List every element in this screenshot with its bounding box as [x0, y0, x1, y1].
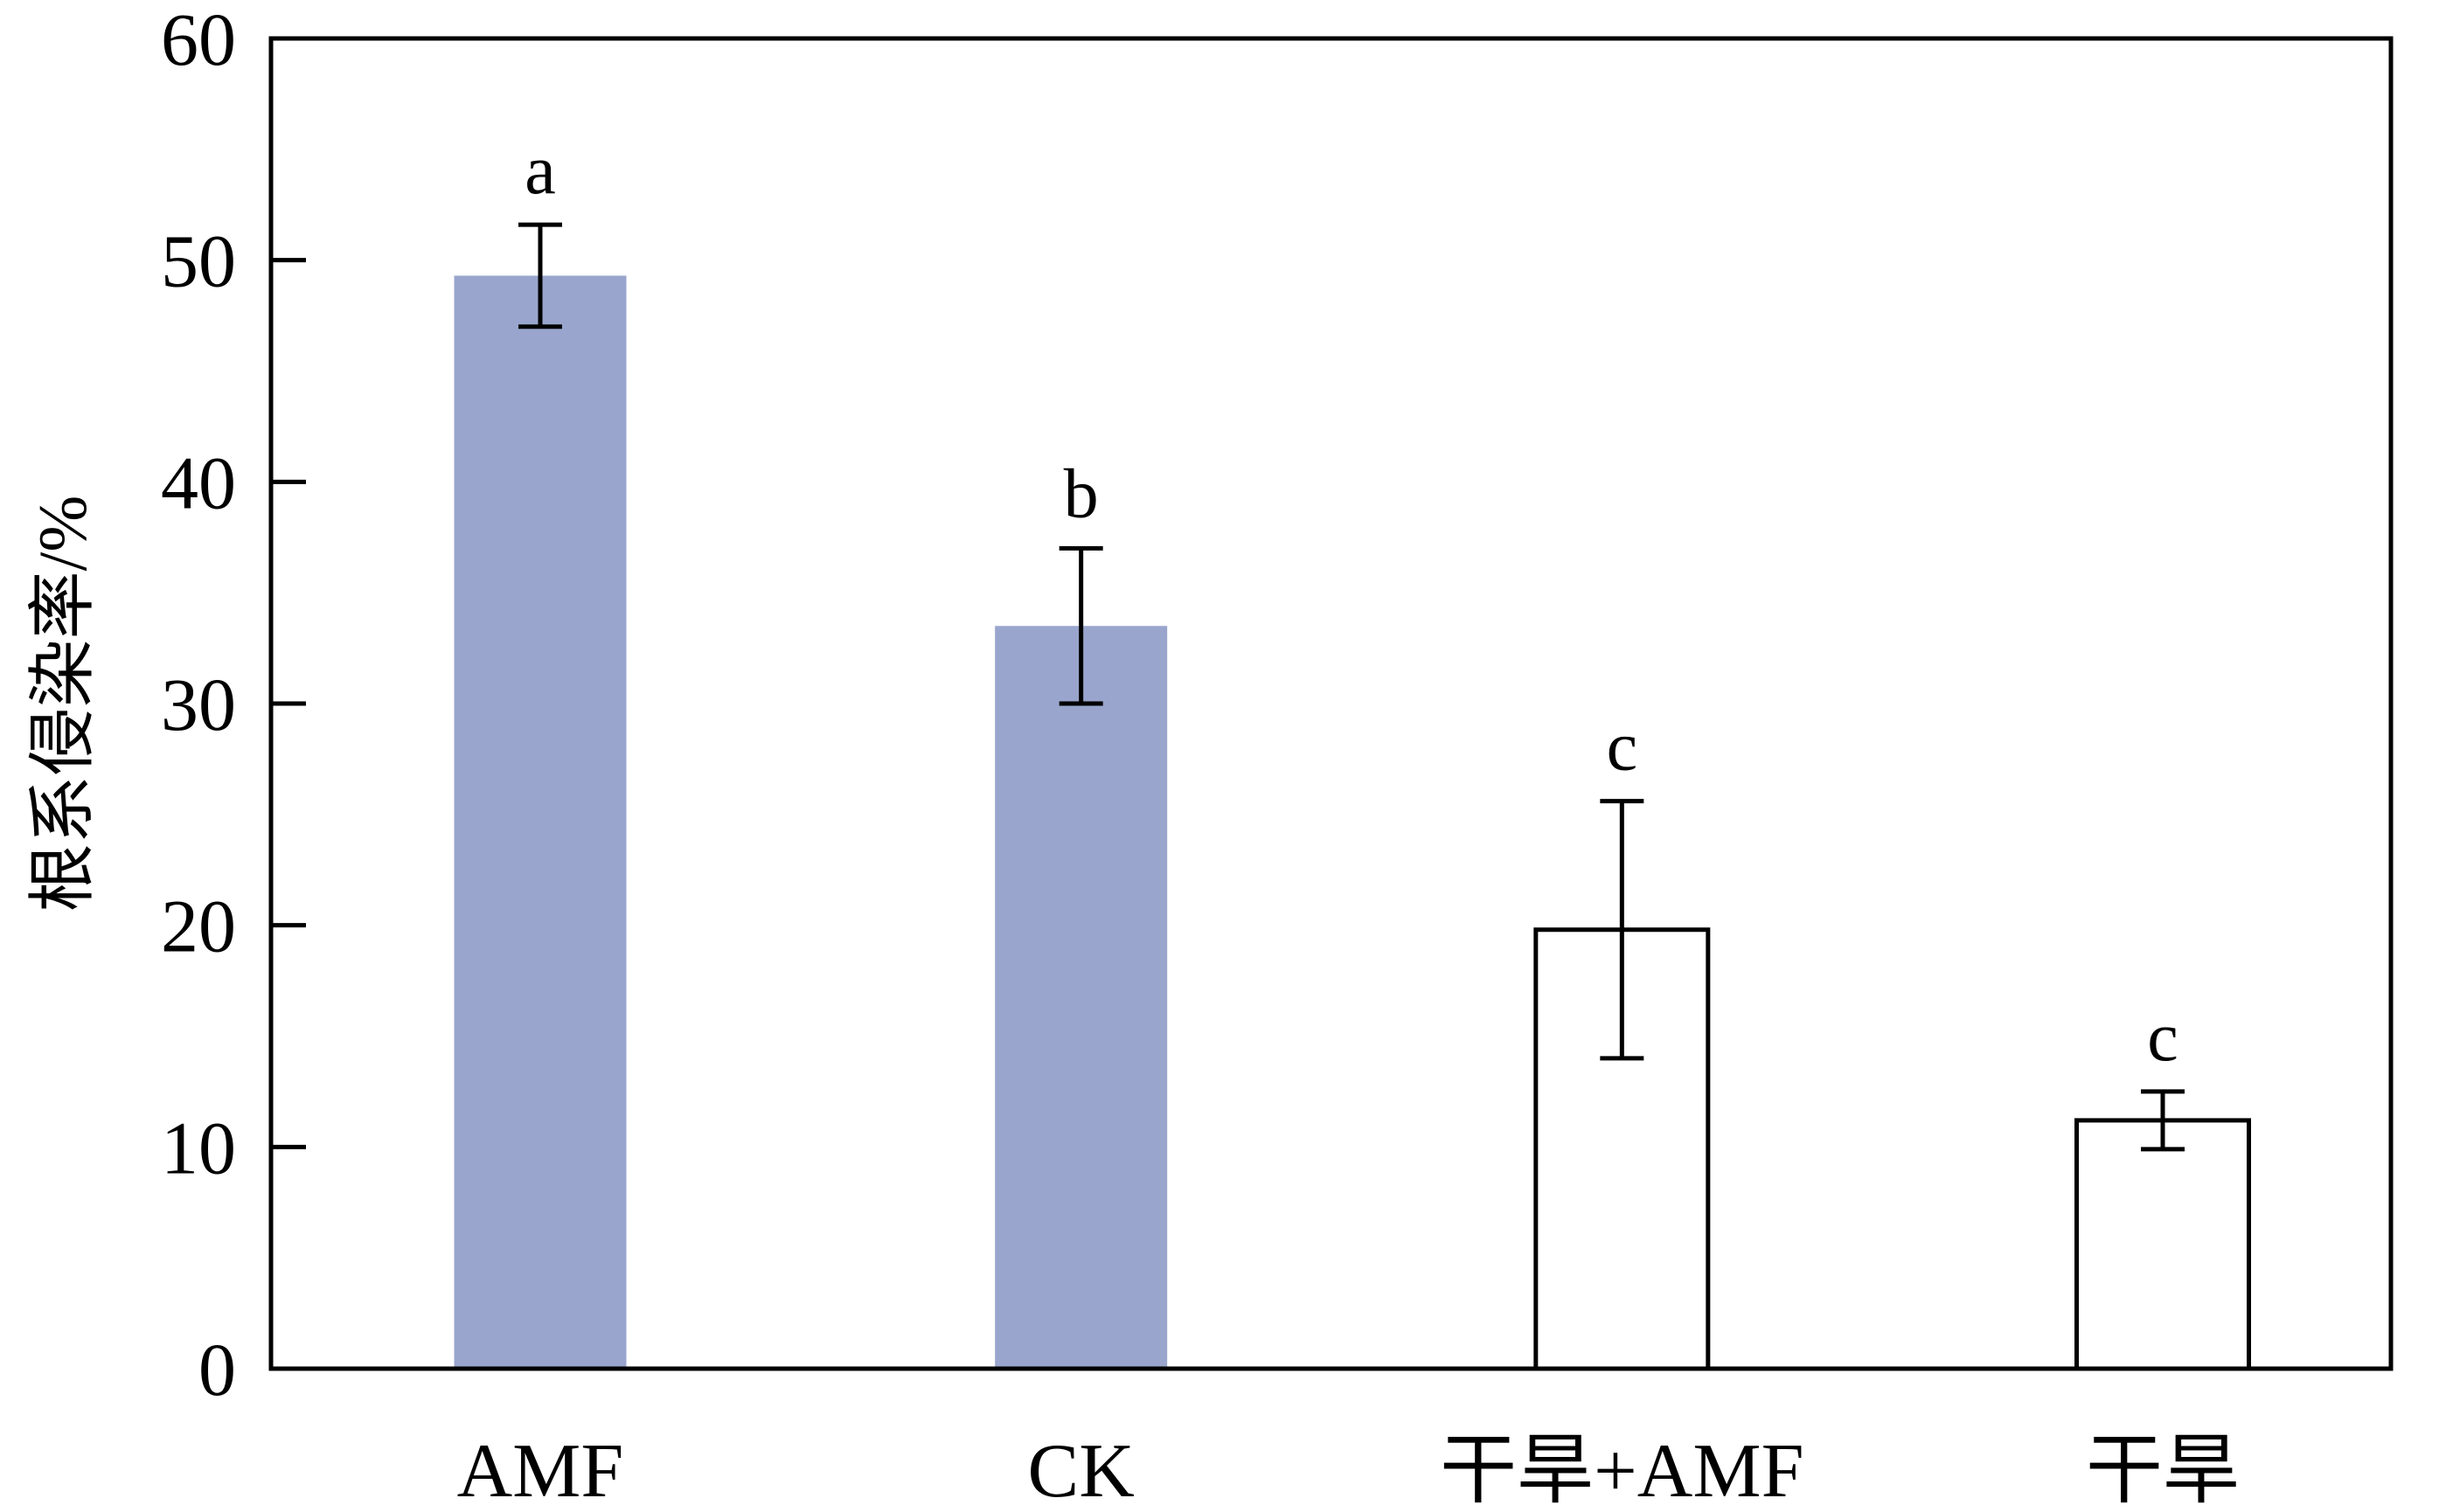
- bar: [995, 626, 1168, 1369]
- bars-layer: [454, 275, 2251, 1371]
- significance-letter: c: [1607, 709, 1638, 786]
- significance-letter: a: [525, 132, 556, 209]
- significance-letter: c: [2147, 999, 2178, 1076]
- x-tick-label: 干旱+AMF: [1440, 1429, 1803, 1512]
- bar: [2074, 1118, 2251, 1371]
- error-bar: [2141, 1089, 2185, 1152]
- y-tick-label: 60: [161, 0, 236, 81]
- x-tick-label: 干旱: [2086, 1429, 2240, 1512]
- bar: [454, 275, 627, 1369]
- y-tick-label: 50: [161, 219, 236, 303]
- error-bar: [1059, 545, 1103, 706]
- y-tick-label: 20: [161, 884, 236, 968]
- y-axis-label: 根系侵染率/%: [24, 496, 101, 912]
- significance-letter: b: [1064, 455, 1099, 532]
- error-bar: [1600, 799, 1644, 1061]
- y-tick-label: 10: [161, 1106, 236, 1189]
- x-axis: AMF CK 干旱+AMF 干旱: [457, 1429, 2240, 1512]
- significance-letters-layer: a b c c: [525, 132, 2178, 1076]
- y-tick-label: 30: [161, 662, 236, 746]
- error-bar: [518, 222, 562, 329]
- y-tick-label: 0: [198, 1328, 236, 1411]
- y-tick-label: 40: [161, 440, 236, 524]
- x-tick-label: CK: [1028, 1429, 1135, 1512]
- x-tick-label: AMF: [457, 1429, 624, 1512]
- y-axis: 0 10 20 30 40 50 60: [161, 0, 306, 1411]
- error-bars-layer: [518, 222, 2185, 1152]
